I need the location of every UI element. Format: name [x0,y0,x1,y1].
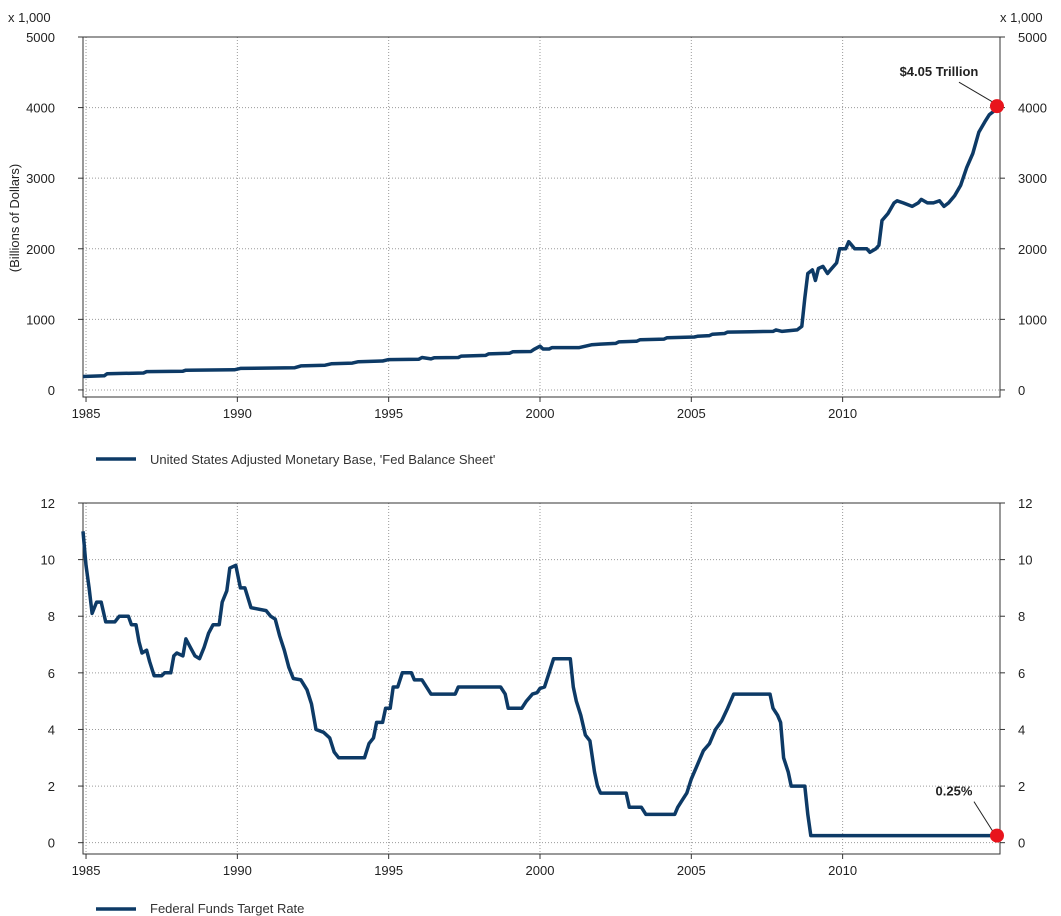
x-tick-label: 2005 [677,863,706,878]
x-tick-label: 1990 [223,406,252,421]
y-tick-label-right: 2 [1018,779,1025,794]
y-tick-label-right: 6 [1018,666,1025,681]
y-tick-label-left: 0 [48,383,55,398]
chart-2-plot-frame [82,502,1001,855]
y-tick-label-right: 4 [1018,722,1025,737]
chart-1-right-multiplier: x 1,000 [1000,10,1043,25]
chart-2-endpoint-marker [989,828,1004,843]
x-tick-label: 1985 [72,406,101,421]
y-tick-label-right: 4000 [1018,101,1047,116]
x-tick-label: 1995 [374,863,403,878]
y-tick-label-left: 5000 [26,30,55,45]
y-tick-label-right: 1000 [1018,312,1047,327]
chart-1-series-line [82,105,999,379]
y-tick-label-right: 12 [1018,496,1032,511]
chart-1-annotation-pointer [958,81,994,103]
chart-1-gridlines [83,37,1000,397]
chart-1-annotation-label: $4.05 Trillion [900,64,979,79]
x-tick-label: 1990 [223,863,252,878]
y-tick-label-left: 4 [48,722,55,737]
chart-1-y-axis-label: (Billions of Dollars) [7,164,22,272]
y-tick-label-right: 3000 [1018,171,1047,186]
y-tick-label-right: 8 [1018,609,1025,624]
x-tick-label: 1985 [72,863,101,878]
y-tick-label-left: 2000 [26,242,55,257]
chart-2-series-line [81,531,997,838]
chart-1-left-multiplier: x 1,000 [8,10,51,25]
x-tick-label: 2010 [828,406,857,421]
chart-2-ticks: 0 0 2 2 4 4 6 6 8 8 10 10 12 12 1985 1990 1995 2000 2005 20… [41,496,1033,878]
y-tick-label-right: 0 [1018,836,1025,851]
x-tick-label: 1995 [374,406,403,421]
chart-2-gridlines [83,503,1000,854]
x-tick-label: 2005 [677,406,706,421]
y-tick-label-right: 0 [1018,383,1025,398]
chart-1-ticks: 0 0 1000 1000 2000 2000 3000 3000 4000 4000 5000 50… [26,30,1047,421]
y-tick-label-left: 4000 [26,101,55,116]
chart-2-annotation-pointer [973,801,994,832]
chart-fed-funds-rate: 0 0 2 2 4 4 6 6 8 8 10 10 12 12 1985 1990 1995 2000 2005 20… [41,496,1033,916]
y-tick-label-right: 2000 [1018,242,1047,257]
y-tick-label-right: 5000 [1018,30,1047,45]
y-tick-label-left: 3000 [26,171,55,186]
y-tick-label-left: 8 [48,609,55,624]
chart-2-annotation-label: 0.25% [936,784,973,799]
chart-1-endpoint-marker [989,99,1004,114]
chart-1-plot-frame [82,36,1001,398]
x-tick-label: 2000 [526,863,555,878]
chart-monetary-base: 0 0 1000 1000 2000 2000 3000 3000 4000 4000 5000 50… [7,10,1047,467]
chart-1-legend-label: United States Adjusted Monetary Base, 'F… [150,452,495,467]
y-tick-label-left: 6 [48,666,55,681]
y-tick-label-left: 12 [41,496,55,511]
chart-2-legend-label: Federal Funds Target Rate [150,901,304,916]
y-tick-label-left: 0 [48,836,55,851]
y-tick-label-left: 1000 [26,312,55,327]
y-tick-label-right: 10 [1018,553,1032,568]
x-tick-label: 2010 [828,863,857,878]
x-tick-label: 2000 [526,406,555,421]
y-tick-label-left: 2 [48,779,55,794]
y-tick-label-left: 10 [41,553,55,568]
